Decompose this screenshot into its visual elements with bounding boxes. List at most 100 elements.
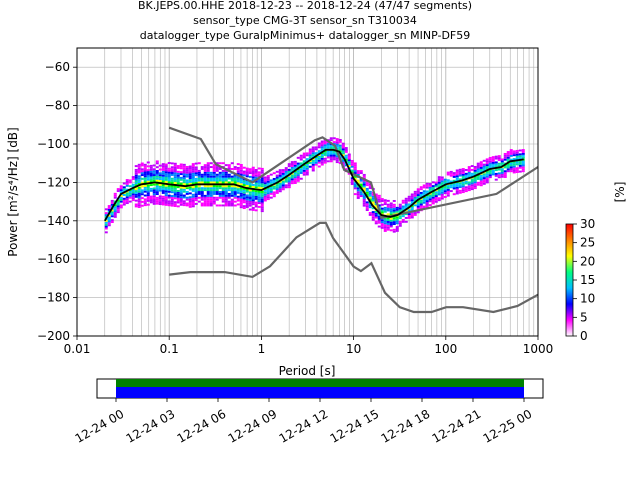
density-cell (278, 176, 282, 179)
density-cell (506, 168, 510, 171)
density-cell (251, 168, 255, 171)
density-cell (206, 179, 210, 182)
density-cell (110, 201, 114, 204)
density-cell (203, 175, 207, 178)
density-cell (278, 188, 282, 191)
density-cell (149, 199, 153, 202)
density-cell (194, 202, 198, 205)
density-cell (374, 212, 378, 215)
density-cell (257, 196, 261, 199)
density-cell (320, 140, 324, 143)
density-cell (104, 208, 108, 211)
density-cell (149, 197, 153, 200)
density-cell (170, 187, 174, 190)
density-cell (212, 164, 216, 167)
density-cell (242, 180, 246, 183)
density-cell (200, 194, 204, 197)
density-cell (260, 202, 264, 205)
density-cell (248, 202, 252, 205)
density-cell (371, 207, 375, 210)
density-cell (155, 179, 159, 182)
density-cell (263, 182, 267, 185)
density-cell (206, 185, 210, 188)
density-cell (197, 169, 201, 172)
density-cell (146, 176, 150, 179)
density-cell (365, 193, 369, 196)
density-cell (236, 176, 240, 179)
density-cell (173, 174, 177, 177)
density-cell (209, 175, 213, 178)
density-cell (515, 167, 519, 170)
density-cell (134, 174, 138, 177)
density-cell (212, 179, 216, 182)
density-cell (164, 188, 168, 191)
density-cell (128, 192, 132, 195)
density-cell (470, 178, 474, 181)
density-cell (104, 231, 108, 234)
density-cell (263, 199, 267, 202)
density-cell (194, 197, 198, 200)
density-cell (272, 191, 276, 194)
density-cell (374, 206, 378, 209)
density-cell (302, 169, 306, 172)
density-cell (224, 204, 228, 207)
density-cell (224, 181, 228, 184)
density-cell (416, 195, 420, 198)
density-cell (311, 161, 315, 164)
density-cell (233, 200, 237, 203)
density-cell (338, 148, 342, 151)
density-cell (203, 189, 207, 192)
density-cell (200, 192, 204, 195)
density-cell (284, 184, 288, 187)
density-cell (314, 163, 318, 166)
density-cell (308, 154, 312, 157)
density-cell (185, 167, 189, 170)
density-cell (125, 188, 129, 191)
density-cell (485, 167, 489, 170)
density-cell (494, 169, 498, 172)
density-cell (206, 175, 210, 178)
density-cell (284, 170, 288, 173)
density-cell (188, 173, 192, 176)
density-cell (437, 193, 441, 196)
density-cell (191, 180, 195, 183)
density-cell (224, 185, 228, 188)
density-cell (116, 199, 120, 202)
density-cell (482, 167, 486, 170)
density-cell (137, 196, 141, 199)
density-cell (110, 209, 114, 212)
density-cell (437, 199, 441, 202)
density-cell (275, 188, 279, 191)
density-cell (374, 214, 378, 217)
density-cell (149, 187, 153, 190)
density-cell (122, 197, 126, 200)
density-cell (290, 164, 294, 167)
density-cell (257, 167, 261, 170)
density-cell (251, 199, 255, 202)
density-cell (266, 180, 270, 183)
density-cell (488, 174, 492, 177)
density-cell (323, 142, 327, 145)
density-cell (137, 165, 141, 168)
density-cell (317, 159, 321, 162)
density-cell (410, 214, 414, 217)
density-cell (278, 171, 282, 174)
coverage-fill (116, 379, 524, 398)
density-cell (398, 205, 402, 208)
density-cell (191, 199, 195, 202)
density-cell (503, 152, 507, 155)
density-cell (389, 208, 393, 211)
density-cell (269, 190, 273, 193)
density-cell (353, 168, 357, 171)
density-cell (413, 202, 417, 205)
density-cell (239, 188, 243, 191)
density-cell (158, 174, 162, 177)
coverage-tick-label: 12-24 03 (124, 407, 178, 446)
density-cell (209, 171, 213, 174)
density-cell (332, 156, 336, 159)
density-cell (311, 159, 315, 162)
x-tick-label: 1000 (523, 342, 554, 356)
density-cell (182, 186, 186, 189)
density-cell (248, 198, 252, 201)
density-cell (311, 169, 315, 172)
